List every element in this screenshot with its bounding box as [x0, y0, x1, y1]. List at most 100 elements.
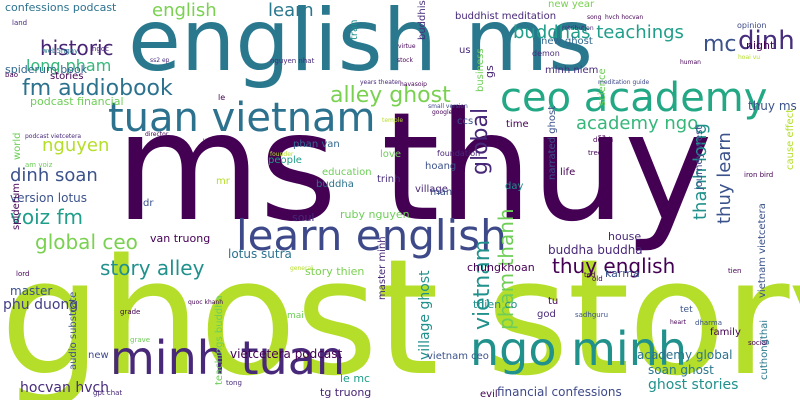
word-phu-duong: phu duong	[3, 297, 79, 313]
word-mr: mr	[216, 176, 230, 187]
word-tuan-vietnam: tuan vietnam	[108, 95, 376, 141]
word-soul: soul	[292, 211, 315, 224]
word-hoang: hoang	[425, 161, 457, 172]
word-journey-west: journey west	[694, 125, 705, 190]
word-death: death	[593, 136, 614, 144]
word-lord: lord	[16, 270, 30, 278]
word-buddhist-meditation: buddhist meditation	[455, 11, 557, 22]
word-trinh: trinh	[377, 174, 401, 185]
word-general: general	[290, 265, 313, 272]
word-thuy-learn-vertical: thuy learn	[714, 132, 735, 224]
word-vietcetera-podcast: vietcetera podcast	[230, 347, 343, 361]
word-song: song	[587, 14, 602, 21]
word-narrated-ghost: narrated ghost	[547, 105, 558, 180]
word-confessions-podcast: confessions podcast	[5, 1, 117, 14]
word-day: day	[505, 181, 524, 192]
word-cause-effect: cause effect	[785, 108, 796, 170]
word-ms-thuy: ms thuy	[115, 81, 713, 255]
word-version-lotus: version lotus	[10, 191, 88, 205]
word-havasoip: havasoip	[400, 81, 427, 88]
word-alley-ghost: alley ghost	[330, 83, 451, 108]
word-dharma: dharma	[695, 319, 723, 327]
word-thuy-english: thuy english	[552, 254, 676, 278]
word-tien: tien	[728, 267, 742, 275]
word-new-ghost: new ghost	[541, 36, 593, 47]
word-web5ngay: web5ngay	[42, 47, 79, 55]
word-buddhist: buddhist	[417, 0, 428, 40]
word-tg-truong: tg truong	[320, 386, 372, 399]
word-small-version: small version	[428, 103, 468, 110]
word-teachings-buddha: teachings buddha	[214, 295, 225, 385]
word-stock: stock	[397, 57, 413, 64]
word-ceo-academy: ceo academy	[500, 75, 768, 121]
word-english-ms: english ms	[128, 0, 594, 91]
word-van-truong: van truong	[150, 232, 211, 245]
word-learn-english: learn english	[236, 211, 507, 260]
word-mai: mai	[287, 311, 304, 321]
word-director: director	[145, 131, 169, 138]
word-ghost-story: ghost story	[0, 224, 800, 400]
word-tu: tu	[548, 296, 559, 307]
word-learn: learn	[268, 0, 314, 21]
word-voiz-fm: voiz fm	[10, 205, 84, 229]
word-global-vertical: global	[468, 107, 493, 175]
word-chungkhoan: chungkhoan	[467, 261, 535, 274]
word-grave: grave	[130, 336, 151, 344]
word-minh-tuan: minh tuan	[110, 331, 346, 385]
word-buddha-buddha: buddha buddha	[548, 243, 643, 257]
word-village: village	[415, 184, 448, 195]
word-hvch-hocvan: hvch hocvan	[605, 14, 644, 21]
word-human: human	[680, 59, 701, 66]
word-le-mc: le mc	[340, 372, 371, 385]
word-story-thien: story thien	[305, 265, 365, 278]
word-soan-ghost: soan ghost	[648, 363, 714, 377]
word-le: le	[218, 93, 226, 102]
word-dinh-soan: dinh soan	[10, 165, 98, 186]
word-long-pham: long pham	[26, 56, 112, 75]
word-spiderum-book: spiderum book	[5, 63, 88, 76]
word-ghost-stories: ghost stories	[648, 377, 739, 393]
word-vietnam-vertical: vietnam	[470, 239, 495, 330]
word-god: god	[537, 309, 556, 320]
word-english-small: english	[152, 0, 217, 21]
word-buddhas-teachings: buddhas teachings	[513, 22, 684, 43]
word-founder: founder	[270, 151, 294, 158]
word-retribution: retribution	[562, 25, 594, 32]
word-ss2-ep: ss2 ep	[150, 57, 170, 64]
word-man: man	[430, 187, 453, 198]
word-master-minh: master minh	[377, 236, 388, 300]
word-foundation: foundation	[437, 149, 481, 158]
word-house: house	[608, 230, 642, 243]
word-tong: tong	[226, 379, 242, 387]
word-life: life	[560, 167, 576, 178]
word-tet: tet	[680, 305, 693, 315]
word-am-voiz: am voiz	[25, 161, 53, 169]
word-cuthongthai: cuthongthai	[759, 319, 770, 380]
word-phan-van: phan van	[293, 139, 340, 150]
word-ngo-minh: ngo minh	[470, 322, 688, 376]
word-new-year: new year	[548, 0, 595, 10]
word-science: science	[597, 68, 608, 106]
word-people: people	[268, 155, 302, 166]
word-story-alley: story alley	[100, 256, 205, 280]
word-tree: tree	[588, 149, 603, 157]
word-ccs: ccs	[457, 116, 474, 127]
word-uncle: uncle	[203, 137, 220, 144]
word-grade: grade	[120, 308, 141, 316]
word-iron-bird: iron bird	[744, 171, 774, 179]
word-new: new	[88, 350, 109, 361]
word-meditation-guide: meditation guide	[598, 79, 650, 86]
word-dinh: dinh	[738, 26, 795, 56]
word-time: time	[506, 119, 529, 130]
word-opinion: opinion	[737, 21, 767, 30]
word-business: business	[475, 48, 486, 92]
word-world: world	[12, 132, 23, 160]
word-family: family	[710, 327, 741, 338]
word-bao: bao	[5, 71, 19, 79]
word-land: land	[12, 19, 28, 27]
word-thuy-ms: thuy ms	[748, 99, 797, 113]
word-podcast-vietcetera: podcast vietcetera	[25, 133, 82, 140]
word-nguyen: nguyen	[42, 135, 110, 156]
word-vietnam-vietcetera: vietnam vietcetera	[757, 203, 768, 298]
